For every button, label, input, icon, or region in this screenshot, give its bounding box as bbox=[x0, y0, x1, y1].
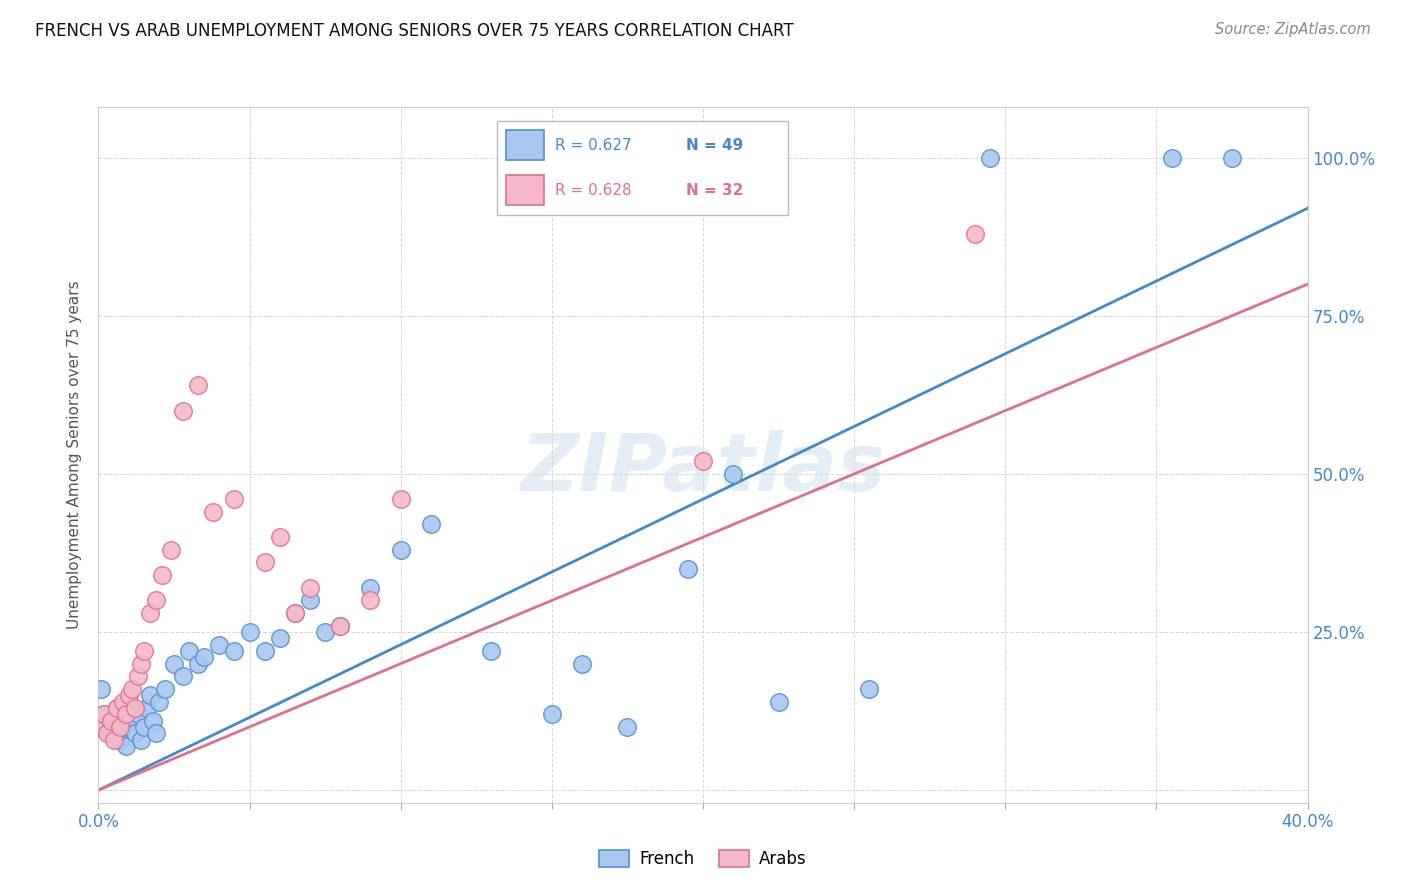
Point bbox=[360, 593, 382, 607]
Point bbox=[284, 606, 307, 620]
Point bbox=[105, 701, 128, 715]
Point bbox=[389, 492, 412, 507]
Point bbox=[93, 707, 115, 722]
Point bbox=[93, 707, 115, 722]
Point bbox=[187, 378, 209, 392]
Point bbox=[163, 657, 186, 671]
Text: Source: ZipAtlas.com: Source: ZipAtlas.com bbox=[1215, 22, 1371, 37]
Point bbox=[145, 593, 167, 607]
Point bbox=[692, 454, 714, 468]
Point bbox=[139, 688, 162, 702]
Point bbox=[124, 726, 146, 740]
Legend: French, Arabs: French, Arabs bbox=[592, 843, 814, 874]
Point bbox=[114, 707, 136, 722]
Point bbox=[193, 650, 215, 665]
Point bbox=[103, 714, 125, 728]
Point bbox=[481, 644, 503, 658]
Point bbox=[145, 726, 167, 740]
Point bbox=[111, 695, 134, 709]
Point bbox=[129, 657, 152, 671]
Point bbox=[121, 714, 143, 728]
Point bbox=[111, 720, 134, 734]
Point bbox=[202, 505, 225, 519]
Point bbox=[269, 632, 291, 646]
Point bbox=[150, 568, 173, 582]
Point bbox=[314, 625, 336, 640]
Point bbox=[90, 720, 112, 734]
Point bbox=[676, 562, 699, 576]
Point bbox=[253, 644, 276, 658]
Point bbox=[269, 530, 291, 544]
Point bbox=[1160, 151, 1182, 165]
Point bbox=[187, 657, 209, 671]
Point bbox=[96, 720, 118, 734]
Text: ZIPatlas: ZIPatlas bbox=[520, 430, 886, 508]
Point bbox=[172, 669, 194, 683]
Point bbox=[284, 606, 307, 620]
Point bbox=[224, 644, 246, 658]
Point bbox=[153, 681, 176, 696]
Point bbox=[723, 467, 745, 481]
Point bbox=[124, 701, 146, 715]
Point bbox=[208, 638, 231, 652]
Point bbox=[142, 714, 165, 728]
Point bbox=[179, 644, 201, 658]
Point bbox=[299, 593, 322, 607]
Point bbox=[979, 151, 1001, 165]
Point bbox=[100, 726, 122, 740]
Point bbox=[360, 581, 382, 595]
Point bbox=[329, 618, 352, 632]
Point bbox=[100, 714, 122, 728]
Point bbox=[127, 669, 149, 683]
Point bbox=[118, 695, 141, 709]
Point bbox=[965, 227, 987, 241]
Point bbox=[858, 681, 880, 696]
Point bbox=[329, 618, 352, 632]
Point bbox=[571, 657, 593, 671]
Y-axis label: Unemployment Among Seniors over 75 years: Unemployment Among Seniors over 75 years bbox=[67, 281, 83, 629]
Point bbox=[1220, 151, 1243, 165]
Point bbox=[139, 606, 162, 620]
Text: FRENCH VS ARAB UNEMPLOYMENT AMONG SENIORS OVER 75 YEARS CORRELATION CHART: FRENCH VS ARAB UNEMPLOYMENT AMONG SENIOR… bbox=[35, 22, 794, 40]
Point bbox=[135, 701, 157, 715]
Point bbox=[108, 732, 131, 747]
Point bbox=[129, 732, 152, 747]
Point bbox=[114, 739, 136, 753]
Point bbox=[103, 732, 125, 747]
Point bbox=[299, 581, 322, 595]
Point bbox=[540, 707, 562, 722]
Point bbox=[132, 644, 155, 658]
Point bbox=[132, 720, 155, 734]
Point bbox=[253, 556, 276, 570]
Point bbox=[420, 517, 443, 532]
Point bbox=[768, 695, 790, 709]
Point bbox=[616, 720, 638, 734]
Point bbox=[127, 707, 149, 722]
Point bbox=[172, 403, 194, 417]
Point bbox=[96, 726, 118, 740]
Point bbox=[105, 701, 128, 715]
Point bbox=[108, 720, 131, 734]
Point bbox=[239, 625, 262, 640]
Point bbox=[90, 681, 112, 696]
Point bbox=[160, 542, 183, 557]
Point bbox=[389, 542, 412, 557]
Point bbox=[121, 681, 143, 696]
Point bbox=[224, 492, 246, 507]
Point bbox=[118, 688, 141, 702]
Point bbox=[148, 695, 170, 709]
